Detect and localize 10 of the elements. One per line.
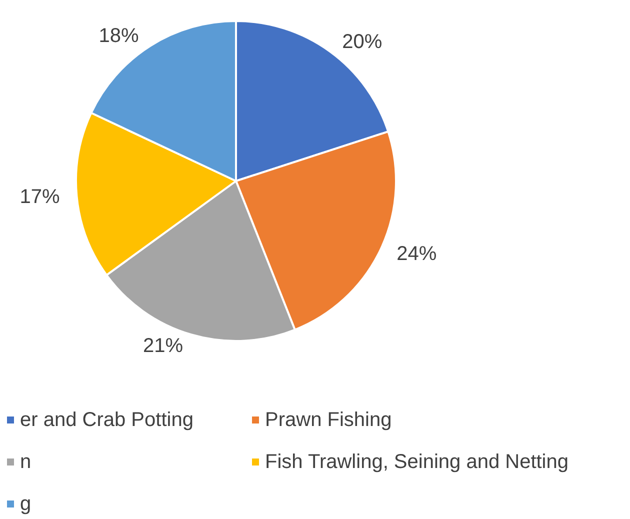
data-label: 21%: [142, 335, 184, 358]
data-label: 18%: [98, 24, 140, 47]
legend-label: Fish Trawling, Seining and Netting: [265, 451, 568, 473]
legend-label: er and Crab Potting: [20, 409, 194, 431]
legend-label: g: [20, 493, 32, 515]
data-label: 24%: [396, 243, 437, 266]
legend-label: Prawn Fishing: [265, 409, 392, 431]
data-label: 20%: [342, 30, 382, 53]
data-label: 17%: [20, 186, 60, 208]
legend-label: n: [20, 451, 32, 473]
